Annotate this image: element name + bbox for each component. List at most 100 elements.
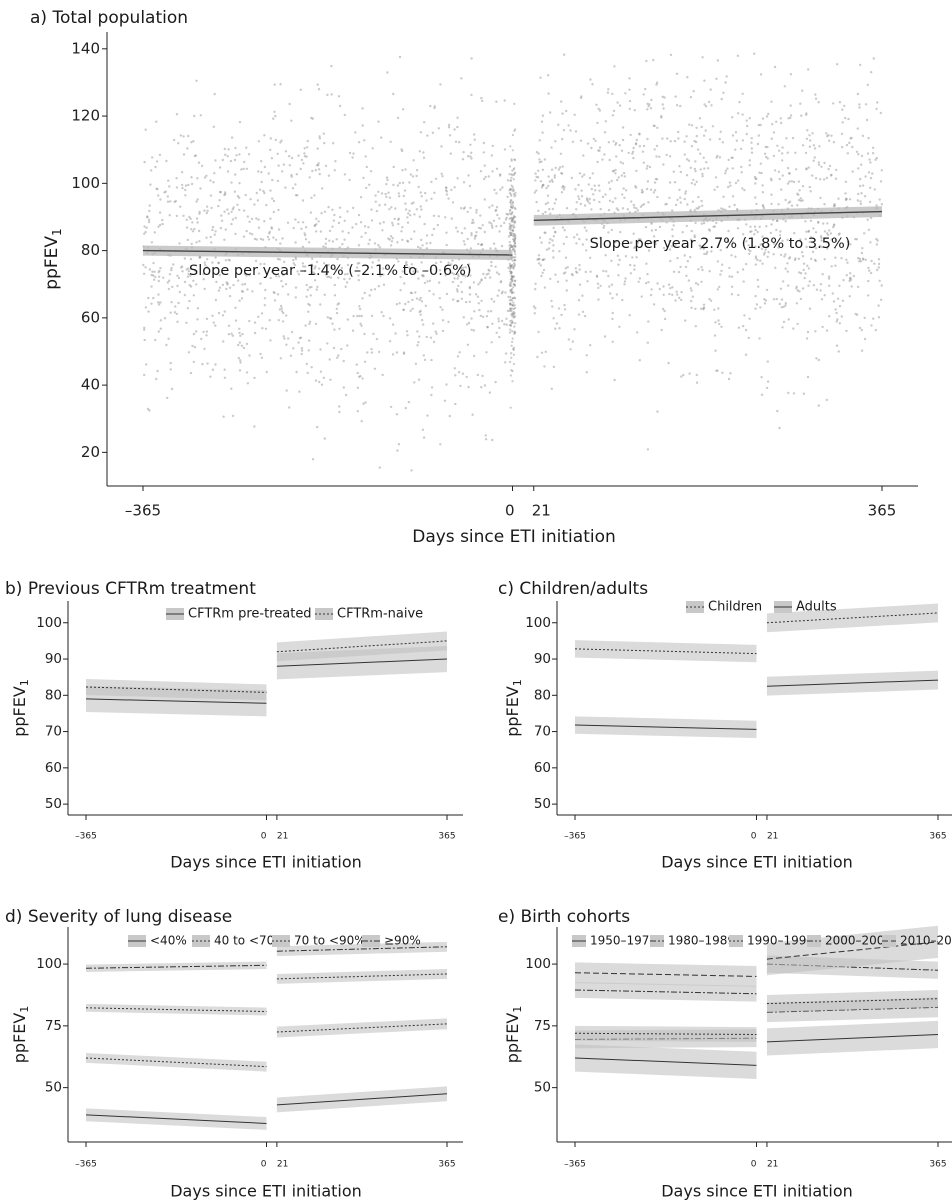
scatter-point <box>727 185 730 189</box>
scatter-point <box>316 147 319 150</box>
scatter-point <box>775 228 778 232</box>
scatter-point <box>814 231 818 234</box>
scatter-point <box>511 321 514 324</box>
scatter-point <box>495 192 498 195</box>
scatter-point <box>833 203 836 206</box>
scatter-point <box>316 285 319 289</box>
scatter-point <box>676 256 679 260</box>
scatter-point <box>227 258 230 261</box>
scatter-point <box>579 202 582 206</box>
scatter-point <box>622 187 625 190</box>
scatter-point <box>508 331 512 334</box>
scatter-point <box>813 258 817 262</box>
scatter-point <box>858 184 862 188</box>
scatter-point <box>793 258 797 262</box>
scatter-point <box>873 188 876 191</box>
scatter-point <box>619 230 622 234</box>
trend-line-pre <box>574 724 757 730</box>
scatter-point <box>879 298 883 301</box>
scatter-point <box>683 254 686 257</box>
scatter-point <box>496 294 499 297</box>
scatter-point <box>727 229 730 233</box>
scatter-point <box>856 313 859 316</box>
scatter-point <box>263 220 266 223</box>
scatter-point <box>606 91 610 94</box>
scatter-point <box>360 235 363 238</box>
scatter-point <box>822 222 825 225</box>
scatter-point <box>569 129 572 132</box>
scatter-point <box>472 281 476 284</box>
scatter-point <box>648 165 652 169</box>
scatter-point <box>203 209 206 212</box>
scatter-point <box>683 140 686 143</box>
trend-line-post <box>276 658 448 667</box>
scatter-point <box>844 116 847 120</box>
scatter-point <box>445 243 448 247</box>
scatter-point <box>432 293 435 296</box>
scatter-point <box>509 187 512 191</box>
scatter-point <box>510 245 513 248</box>
scatter-point <box>505 212 508 216</box>
scatter-point <box>230 222 233 226</box>
scatter-point <box>801 255 805 258</box>
scatter-point <box>576 271 579 274</box>
scatter-point <box>507 235 511 238</box>
scatter-point <box>691 295 694 298</box>
scatter-point <box>821 273 824 276</box>
scatter-point <box>147 310 150 313</box>
scatter-point <box>513 312 516 315</box>
scatter-point <box>307 310 310 313</box>
scatter-point <box>143 232 146 235</box>
scatter-point <box>541 184 544 187</box>
scatter-point <box>397 192 400 195</box>
scatter-point <box>498 173 502 176</box>
scatter-point <box>388 208 391 211</box>
scatter-point <box>496 213 499 217</box>
scatter-point <box>511 315 514 318</box>
scatter-point <box>512 188 515 191</box>
panel-a: a) Total population20406080100120140–365… <box>30 8 918 547</box>
y-tick-label: 80 <box>534 687 551 703</box>
scatter-point <box>397 218 400 221</box>
scatter-point <box>696 283 700 286</box>
scatter-point <box>830 174 833 177</box>
scatter-point <box>290 119 293 122</box>
scatter-point <box>621 162 625 165</box>
scatter-point <box>509 272 512 275</box>
scatter-point <box>867 228 871 231</box>
scatter-point <box>462 181 466 184</box>
scatter-point <box>410 263 414 266</box>
scatter-point <box>595 274 599 277</box>
scatter-point <box>218 274 222 277</box>
scatter-point <box>482 272 485 276</box>
scatter-point <box>490 297 493 301</box>
y-axis-label-main: ppFEV <box>503 1013 522 1064</box>
scatter-point <box>170 301 173 304</box>
scatter-point <box>565 207 569 210</box>
scatter-point <box>197 161 201 164</box>
scatter-point <box>565 279 568 282</box>
scatter-point <box>237 356 240 360</box>
scatter-point <box>480 243 483 247</box>
scatter-point <box>480 243 483 246</box>
scatter-point <box>152 274 155 277</box>
scatter-point <box>163 317 167 320</box>
scatter-point <box>647 320 650 323</box>
scatter-point <box>510 288 513 291</box>
scatter-point <box>575 208 578 211</box>
scatter-point <box>666 137 669 140</box>
scatter-point <box>234 232 237 236</box>
scatter-point <box>509 199 512 202</box>
scatter-point <box>257 218 260 221</box>
scatter-point <box>508 227 511 230</box>
scatter-point <box>144 306 148 309</box>
scatter-point <box>754 228 757 232</box>
scatter-point <box>486 326 489 329</box>
scatter-point <box>508 241 511 244</box>
scatter-point <box>456 116 459 119</box>
scatter-point <box>877 304 880 307</box>
scatter-point <box>462 316 465 319</box>
scatter-point <box>818 145 821 148</box>
scatter-point <box>551 305 554 308</box>
scatter-point <box>761 117 765 120</box>
